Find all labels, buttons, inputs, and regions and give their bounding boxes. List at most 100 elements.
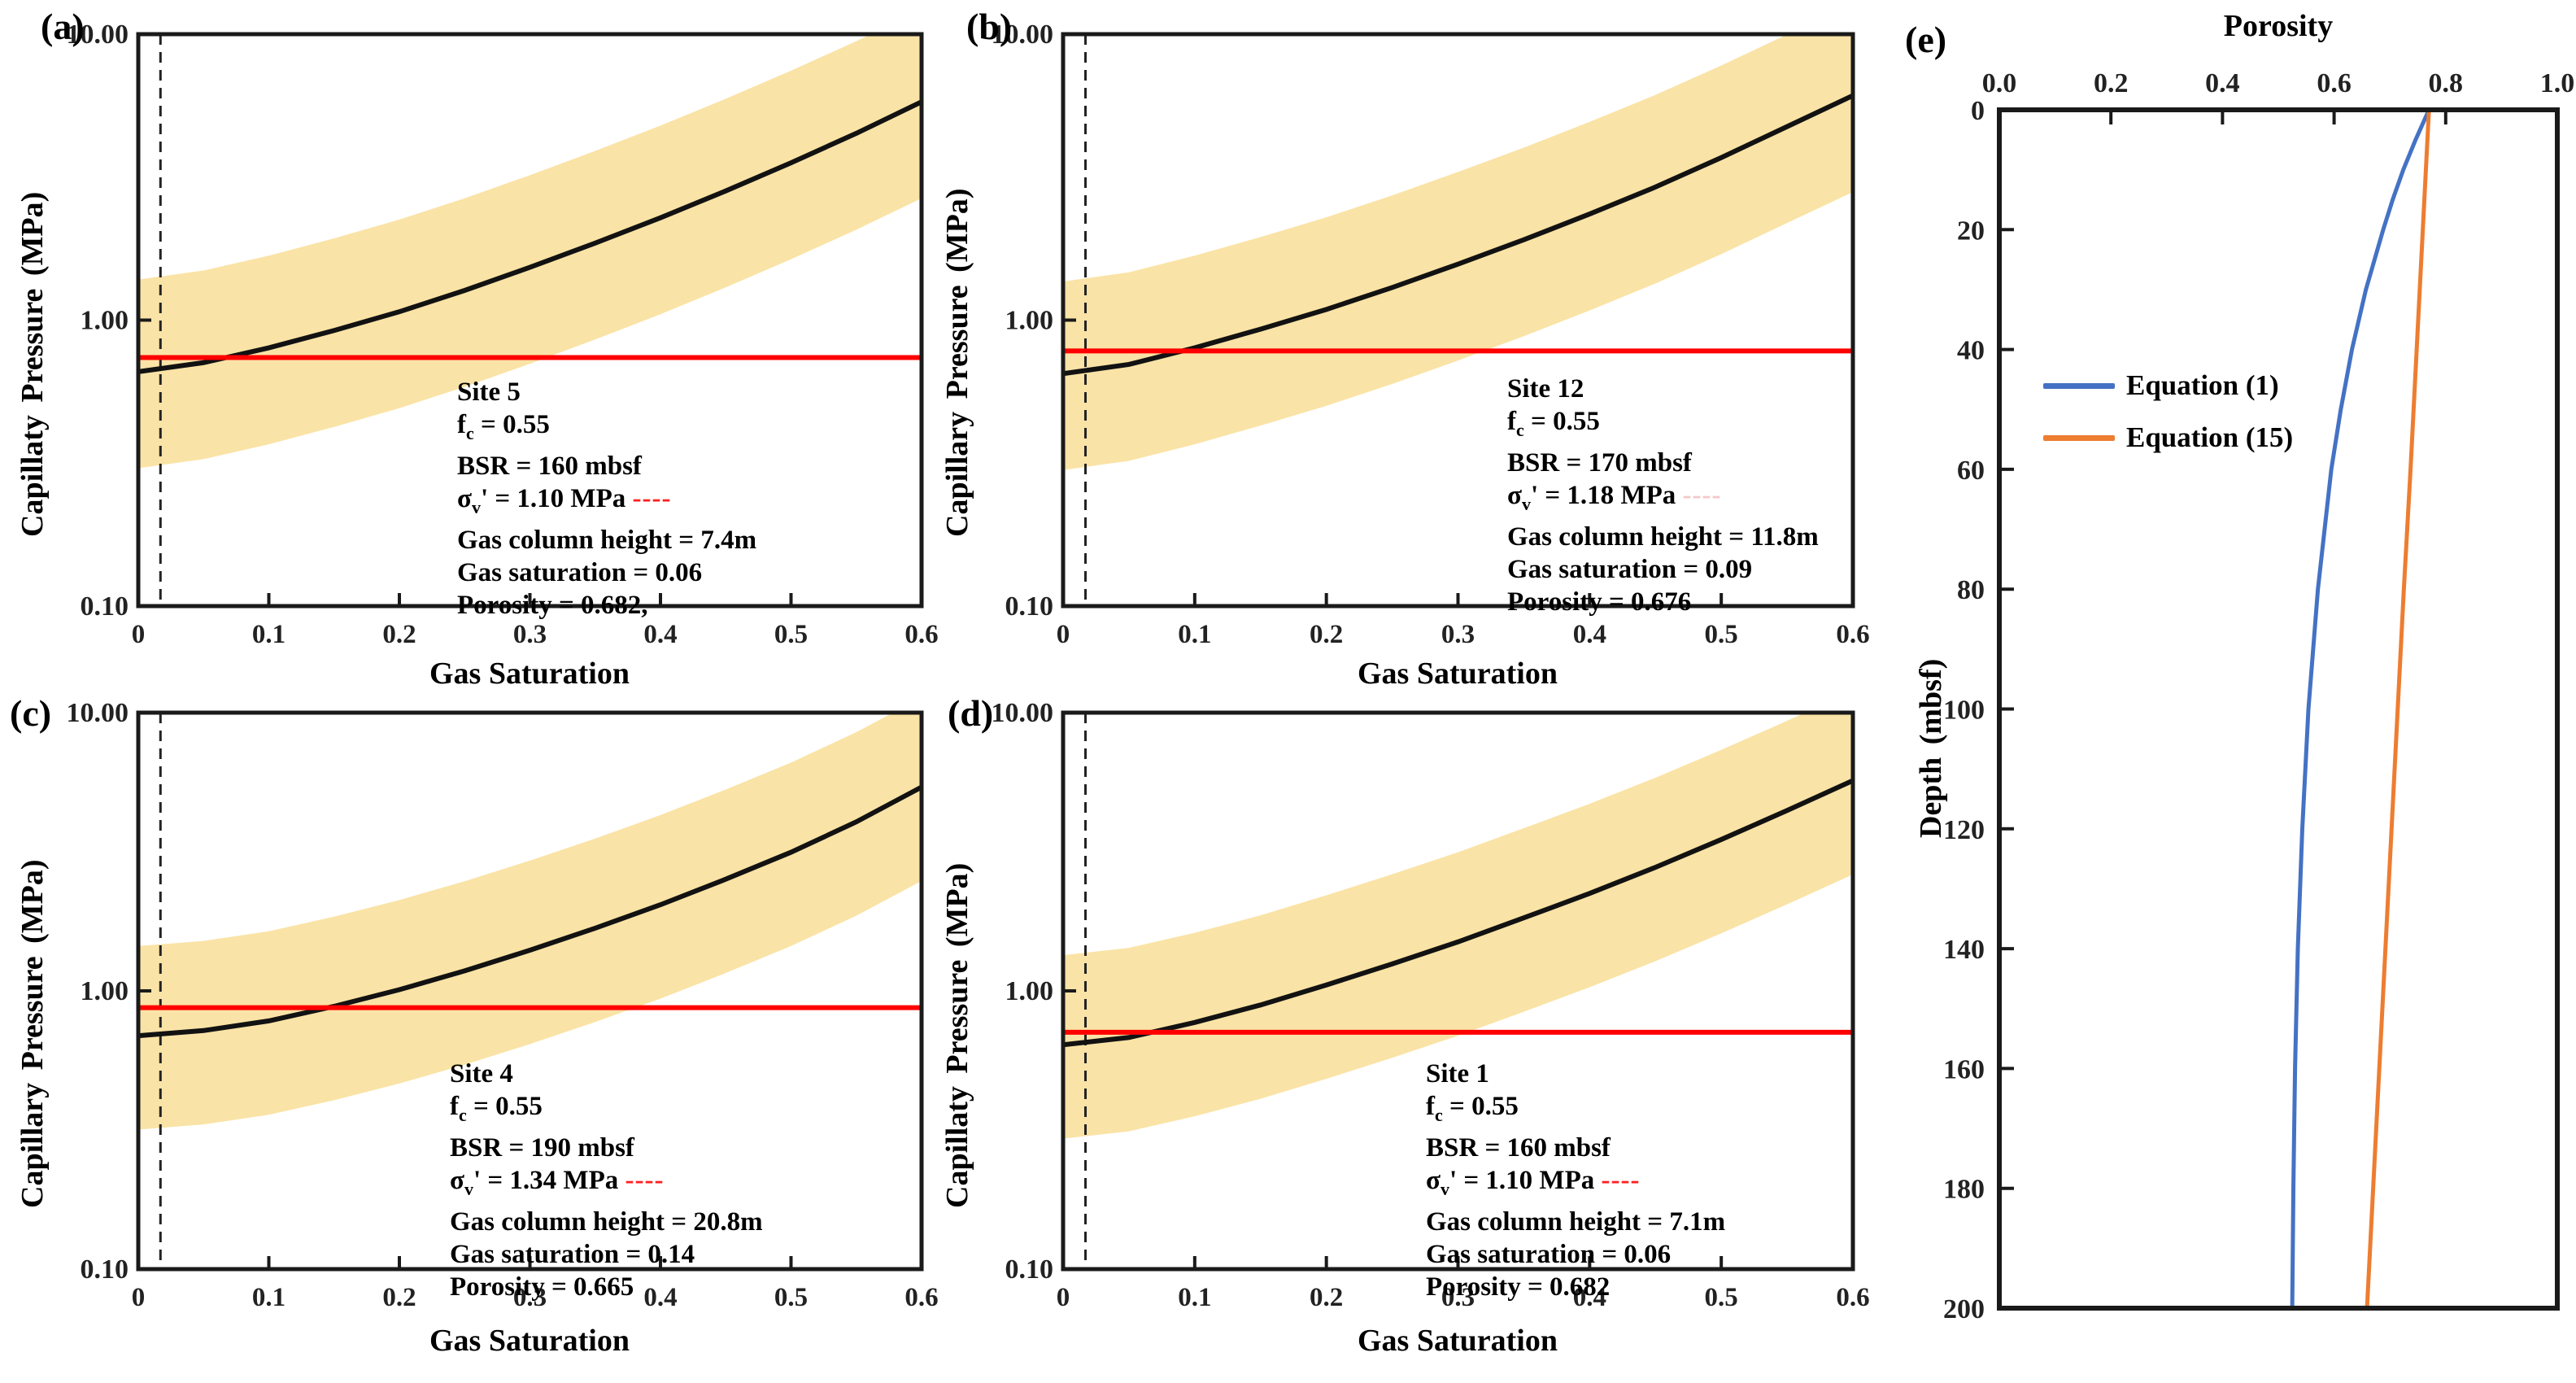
annotation-text: Site 1 xyxy=(1426,1059,1489,1089)
y-axis-title-b: Capillary Pressure (MPa) xyxy=(940,188,974,537)
x-tick-label-b: 0.5 xyxy=(1705,620,1738,649)
x-axis-title-e-porosity: Porosity xyxy=(2223,9,2334,43)
annotation-text: f xyxy=(1426,1092,1435,1121)
annotation-line: Site 5 xyxy=(457,376,756,408)
annotation-line: BSR = 170 mbsf xyxy=(1507,447,1819,479)
legend: Equation (1) Equation (15) xyxy=(2043,360,2293,464)
annotation-line: Site 12 xyxy=(1507,373,1819,405)
legend-item: Equation (15) xyxy=(2043,412,2293,464)
y-axis-title-e-depth: Depth (mbsf) xyxy=(1914,658,1948,838)
x-tick-label-b: 0.1 xyxy=(1178,620,1211,649)
x-tick-label-d: 0.5 xyxy=(1705,1283,1738,1312)
plot-frame-e xyxy=(1997,107,2560,1311)
annotation-text: v xyxy=(1440,1179,1449,1199)
annotation-line: Gas column height = 7.4m xyxy=(457,524,756,556)
annotation-text: v xyxy=(464,1179,473,1199)
capillary-pressure-curve-c xyxy=(138,784,922,1039)
y-tick-label-b: 1.00 xyxy=(1005,306,1054,336)
x-tick-label-c: 0.2 xyxy=(382,1283,416,1312)
x-tick-label-e: 0.4 xyxy=(2205,68,2240,98)
legend-line-sample xyxy=(2043,434,2115,441)
annotation-line: Gas column height = 7.1m xyxy=(1426,1206,1725,1238)
y-tick-label-e: 140 xyxy=(1943,935,1985,965)
annotation-line: BSR = 160 mbsf xyxy=(457,450,756,482)
x-tick-label-e: 0.0 xyxy=(1982,68,2017,98)
y-tick-label-e: 160 xyxy=(1943,1054,1985,1084)
annotation-text: ' = 1.34 MPa xyxy=(473,1166,625,1195)
annotation-text: Porosity = 0.682, xyxy=(457,591,648,620)
annotation-text: c xyxy=(1516,420,1524,440)
annotation-line: Gas saturation = 0.06 xyxy=(1426,1238,1725,1271)
panel-label-c: (c) xyxy=(10,692,52,734)
annotation-site-1: Site 1 fc = 0.55 BSR = 160 mbsf σv' = 1.10 … xyxy=(1426,1058,1725,1303)
annotation-line: σv' = 1.10 MPa ---- xyxy=(1426,1164,1725,1206)
annotation-text: f xyxy=(1507,407,1516,436)
x-tick-label-e: 0.8 xyxy=(2429,68,2464,98)
legend-item: Equation (1) xyxy=(2043,360,2293,412)
x-tick-label-d: 0.6 xyxy=(1836,1283,1869,1312)
annotation-text: v xyxy=(471,497,481,517)
x-tick-label-a: 0.3 xyxy=(513,620,547,649)
annotation-text: σ xyxy=(1426,1166,1441,1195)
y-tick-label-e: 80 xyxy=(1957,575,1985,605)
annotation-text: Site 5 xyxy=(457,377,521,407)
annotation-text: Gas saturation = 0.06 xyxy=(457,558,703,587)
x-tick-label-a: 0.1 xyxy=(252,620,285,649)
x-tick-label-d: 0.2 xyxy=(1310,1283,1343,1312)
annotation-text: σ xyxy=(1507,481,1522,510)
x-tick-label-c: 0.1 xyxy=(252,1283,285,1312)
annotation-text: Porosity = 0.682 xyxy=(1426,1272,1611,1302)
porosity-curve-eq1 xyxy=(2290,107,2431,1311)
annotation-line: Gas saturation = 0.06 xyxy=(457,556,756,589)
y-tick-label-b: 0.10 xyxy=(1005,591,1054,622)
annotation-text: = 0.55 xyxy=(466,1092,543,1121)
annotation-line: fc = 0.55 xyxy=(450,1090,763,1132)
annotation-text: BSR = 160 mbsf xyxy=(457,452,642,481)
x-tick-label-d: 0.4 xyxy=(1573,1283,1606,1312)
x-tick-label-d: 0.3 xyxy=(1441,1283,1475,1312)
annotation-line: Site 4 xyxy=(450,1058,763,1090)
y-tick-label-e: 120 xyxy=(1943,815,1985,845)
y-tick-label-a: 10.00 xyxy=(67,20,129,50)
annotation-text: c xyxy=(1435,1105,1443,1125)
y-tick-label-e: 180 xyxy=(1943,1175,1985,1205)
annotation-text: Gas saturation = 0.09 xyxy=(1507,555,1753,584)
annotation-text: σ xyxy=(450,1166,464,1195)
x-tick-label-e: 0.6 xyxy=(2317,68,2352,98)
annotation-line: Porosity = 0.682 xyxy=(1426,1271,1725,1303)
annotation-line: σv' = 1.34 MPa ---- xyxy=(450,1164,763,1206)
x-tick-label-b: 0.6 xyxy=(1836,620,1869,649)
x-axis-title-a: Gas Saturation xyxy=(429,657,630,691)
y-tick-label-a: 1.00 xyxy=(81,306,129,336)
uncertainty-band-c xyxy=(138,713,922,1130)
annotation-text: BSR = 160 mbsf xyxy=(1426,1133,1611,1163)
panel-label-e: (e) xyxy=(1905,19,1947,60)
y-tick-label-c: 1.00 xyxy=(81,976,129,1006)
annotation-line: Gas column height = 20.8m xyxy=(450,1206,763,1238)
annotation-line: Porosity = 0.665 xyxy=(450,1271,763,1303)
annotation-text: f xyxy=(450,1092,459,1121)
y-tick-label-d: 1.00 xyxy=(1005,976,1054,1006)
annotation-line: Gas saturation = 0.14 xyxy=(450,1238,763,1271)
capillary-pressure-curve-a xyxy=(138,99,922,374)
annotation-site-12: Site 12 fc = 0.55 BSR = 170 mbsf σv' = 1.18… xyxy=(1507,373,1819,618)
legend-label: Equation (15) xyxy=(2126,421,2294,453)
y-tick-label-a: 0.10 xyxy=(81,591,129,622)
annotation-line: Porosity = 0.682, xyxy=(457,589,756,622)
annotation-line: BSR = 160 mbsf xyxy=(1426,1132,1725,1164)
x-tick-label-a: 0.2 xyxy=(382,620,416,649)
y-tick-label-c: 10.00 xyxy=(67,698,129,728)
annotation-text: Porosity = 0.665 xyxy=(450,1272,634,1302)
porosity-curve-eq15 xyxy=(2365,107,2431,1311)
annotation-text: BSR = 170 mbsf xyxy=(1507,448,1692,478)
x-tick-label-d: 0 xyxy=(1057,1283,1070,1312)
annotation-line: fc = 0.55 xyxy=(1507,405,1819,447)
sigma-dash-marker: ---- xyxy=(632,484,672,513)
y-axis-title-c: Capillary Pressure (MPa) xyxy=(15,859,50,1208)
annotation-text: Site 4 xyxy=(450,1059,513,1089)
annotation-text: ' = 1.18 MPa xyxy=(1530,481,1683,510)
x-tick-label-b: 0 xyxy=(1057,620,1070,649)
annotation-site-4: Site 4 fc = 0.55 BSR = 190 mbsf σv' = 1.34 … xyxy=(450,1058,763,1303)
x-tick-label-a: 0 xyxy=(132,620,146,649)
